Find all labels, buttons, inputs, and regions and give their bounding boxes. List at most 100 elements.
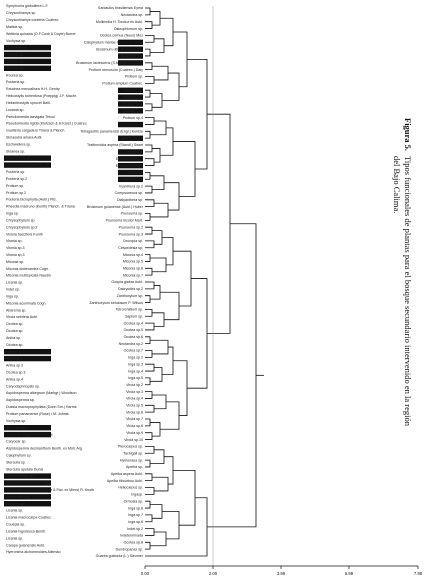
dendrogram-link [145, 158, 155, 166]
left-label: Lecythis sp. [6, 502, 25, 506]
dendrogram-link [150, 339, 169, 355]
right-label: Ocotea cernua (Nees) Mez [100, 34, 143, 38]
left-label: Pouteria sp.2 [6, 177, 27, 181]
left-label: Vochysia sp. [6, 419, 26, 423]
right-label: Mollinedia H. Tonduz ex Aubl. [96, 20, 143, 24]
right-label: Indet.sp.2 [127, 527, 143, 531]
left-label: Rauvolfia sp. [6, 46, 27, 50]
right-label: Miconia sp.4 [123, 253, 143, 257]
right-label: Ocotea sp.4 [124, 321, 143, 325]
caption-line-1: Tipos funcionales de plantas para el bos… [403, 156, 413, 427]
left-label: Inga sp. [6, 294, 19, 298]
right-label: Virola sp.8 [126, 424, 143, 428]
leaf-highlight-bar [118, 135, 143, 141]
dendrogram-link [145, 350, 153, 358]
right-label: Virola sp.3 [126, 390, 143, 394]
right-label: Guarea guidonia (L.) Sleumer [96, 554, 144, 558]
dendrogram-link [173, 31, 188, 88]
right-label: Protium sp. [125, 75, 143, 79]
left-label: Pouteria sp. [6, 170, 25, 174]
left-label: Sterculia apetala Dunal [6, 467, 43, 471]
right-label: Iryanthera sp.2 [119, 184, 143, 188]
left-label: Aniba sp.2 [6, 357, 23, 361]
dendrogram-link [150, 285, 161, 300]
left-label: Ocotea sp. [6, 322, 23, 326]
left-label: Pseudolmedia rigida (Klotzsch & H.Karst.… [6, 122, 88, 126]
right-label: Pourouma sp.2 [119, 225, 143, 229]
dendrogram-link [145, 391, 153, 399]
left-label: Chrysochlamys sp [6, 11, 35, 15]
caption-label: Figura 5. [403, 118, 413, 151]
right-label: Protium sp.3 [123, 109, 143, 113]
dendrogram-link [145, 377, 151, 386]
label-highlight-bar [4, 487, 51, 493]
right-label: Calophyllum mariae Planch. & Triana [84, 40, 143, 44]
right-label: Indeterminada [120, 534, 143, 538]
dendrogram-link [145, 497, 208, 557]
right-label: Ormosia sp. [124, 499, 143, 503]
label-highlight-bar [4, 348, 51, 355]
right-label: Eschweilera sp. [118, 150, 143, 154]
right-label: Miconia sp.6 [123, 267, 143, 271]
right-label: Trattinnickia aspera (Standl.) Swart [87, 143, 143, 147]
dendrogram-link [145, 281, 155, 290]
left-label: Vismia sp. [6, 239, 23, 243]
dendrogram-link [164, 456, 174, 485]
right-label: Virola sp.6 [126, 410, 143, 414]
dendrogram-link [145, 144, 153, 153]
dendrogram-link [145, 89, 151, 98]
right-label: Inga sp.3 [128, 362, 143, 366]
right-label: Virola sp.9 [126, 431, 143, 435]
dendrogram-link [145, 336, 151, 345]
right-label: Ocotea sp.8 [124, 541, 143, 545]
left-label: Miconia acuminata Cogn. [6, 301, 47, 305]
leaf-highlight-bar [118, 39, 143, 46]
left-label: Chrysophyllum sp. [6, 218, 36, 222]
left-label: Rourea sp. [6, 73, 24, 77]
dendrogram-link [145, 487, 155, 495]
left-label: Vismia baccifera Kunth [6, 232, 43, 236]
left-label: Calophyllum sp. [6, 453, 32, 457]
label-highlight-bar [4, 473, 51, 479]
dendrogram-link [145, 446, 155, 454]
left-label: Aniba sp.4 [6, 377, 23, 381]
dendrogram-link [162, 346, 174, 375]
left-label: Indet.sp. [6, 288, 20, 292]
right-label: Heliocarpus sp. [118, 486, 143, 490]
left-label: Matisia sp. [6, 25, 23, 29]
caption-line-2: del Bajo Calima. [392, 156, 402, 213]
left-label: Eschweilera sp. [6, 142, 31, 146]
right-label: Virola sp.10 [124, 438, 143, 442]
right-label: Pterocarpus sp. [118, 445, 143, 449]
dendrogram-link [173, 250, 192, 307]
leaf-highlight-bar [118, 101, 143, 107]
left-label: Sterculia sp. [6, 460, 26, 464]
left-label: Rourea sp. [6, 53, 24, 57]
leaf-highlight-bar [118, 121, 143, 128]
dendrogram-link [145, 432, 153, 440]
right-label: Zanthoxylum sp. [117, 294, 143, 298]
right-label-column: Sarcaulus brasiliensis Eyma Nectandra sp.… [76, 6, 144, 558]
right-label: Pourouma bicolor Mart. [106, 219, 143, 223]
right-label: Iryanthera sp. [121, 177, 143, 181]
left-label: Ocotea sp. [6, 343, 23, 347]
right-label: Ingasp. [131, 493, 143, 497]
left-label: Pouteria bicrophylla (Aubl.) Pilz. [6, 198, 57, 202]
left-label: Aspidosperma desmanthum Benth. ex Müll. … [6, 447, 83, 451]
left-label: Miconia sp. [6, 260, 24, 264]
dendrogram-link [150, 449, 165, 464]
left-label: Rourea sp. [6, 59, 24, 63]
left-label: Pouteria sp. [6, 80, 25, 84]
right-label: Protium sp. [125, 88, 143, 92]
right-label: Brosimum sp. [121, 54, 143, 58]
right-label: Tachigali sp. [123, 451, 143, 455]
right-label: Apeiba sp. [126, 465, 143, 469]
dendrogram-link [160, 291, 180, 321]
right-label: Pouteria sp. [124, 95, 143, 99]
right-label: Protium sp.2 [123, 102, 143, 106]
right-label: Dialyanthera sp. [117, 198, 143, 202]
dendrogram-link [207, 113, 231, 334]
dendrogram-link [145, 7, 151, 16]
left-label: Licania hypoleuca Benth. [6, 529, 46, 533]
leaf-highlight-bar [118, 46, 143, 52]
